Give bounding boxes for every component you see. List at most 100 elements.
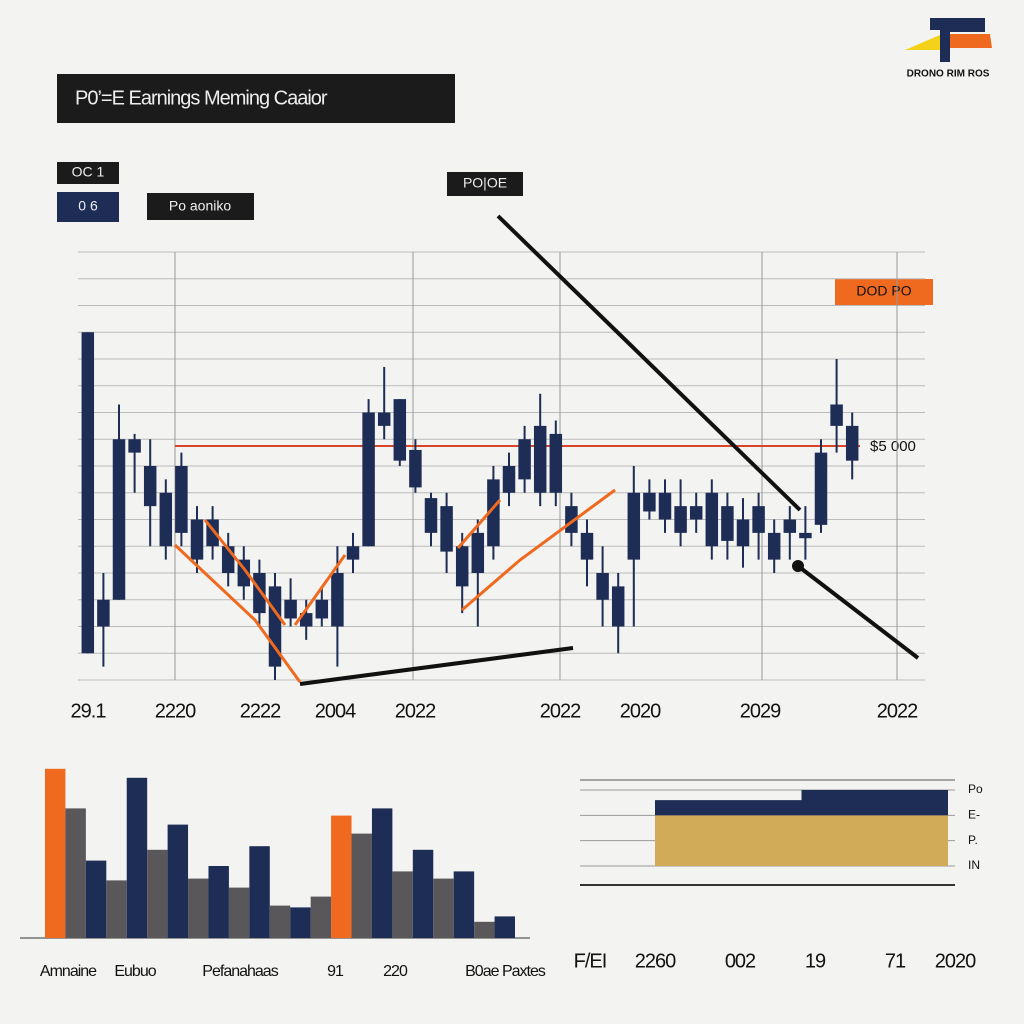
trend-line <box>796 564 920 660</box>
candle-body <box>518 439 531 480</box>
x-tick-label: 2022 <box>540 700 581 722</box>
trend-line <box>293 554 347 626</box>
bar <box>85 860 107 938</box>
bar <box>167 824 189 938</box>
bar <box>188 878 209 938</box>
bar <box>474 921 495 938</box>
y-tick-label: Po <box>968 782 983 796</box>
tag-text: 0 6 <box>78 198 98 214</box>
candle-body <box>783 519 797 533</box>
bar <box>371 808 393 938</box>
x-tick-label: 220 <box>383 963 408 980</box>
candle-body <box>377 412 391 426</box>
x-tick-label: 2022 <box>877 700 918 722</box>
candle-body <box>346 546 360 560</box>
bar <box>494 916 515 938</box>
candle-body <box>315 599 329 619</box>
candle-body <box>81 332 95 654</box>
stack-segment <box>655 800 802 816</box>
candle-body <box>455 546 469 587</box>
tag <box>57 162 119 184</box>
candle-body <box>128 439 141 453</box>
x-tick-label: 2004 <box>315 700 356 722</box>
bar <box>392 871 413 938</box>
candle-body <box>752 506 765 533</box>
bar <box>453 871 475 938</box>
candle-body <box>284 599 297 619</box>
tag <box>447 172 523 196</box>
candle-body <box>487 479 500 547</box>
bar <box>249 846 270 938</box>
tag <box>147 193 254 220</box>
candle-body <box>814 452 828 525</box>
trend-line <box>299 646 574 686</box>
tag-text: PO|OE <box>463 175 507 191</box>
x-tick-label: Eubuo <box>114 963 156 980</box>
logo-shape <box>950 34 992 48</box>
tag <box>835 279 933 305</box>
candle-body <box>658 492 672 520</box>
bar <box>290 907 311 938</box>
bar <box>208 866 229 938</box>
x-tick-label: 002 <box>725 950 756 972</box>
candle-body <box>689 506 703 520</box>
bar <box>310 896 332 938</box>
stack-segment <box>655 815 802 866</box>
bar <box>228 887 250 938</box>
bar <box>412 849 434 938</box>
candle-body <box>721 506 734 541</box>
tag-text: DOD PO <box>856 283 911 299</box>
y-tick-label: E- <box>968 808 980 822</box>
stack-segment <box>801 790 948 816</box>
candle-body <box>299 613 313 627</box>
trend-line <box>461 488 616 612</box>
trend-line <box>456 499 502 549</box>
candle-body <box>471 532 485 573</box>
x-tick-label: Pefanahaas <box>202 963 278 980</box>
tag-text: Po aoniko <box>169 198 231 214</box>
candle-body <box>424 498 438 533</box>
candle-body <box>580 532 594 560</box>
candle-body <box>830 404 843 426</box>
candle-body <box>705 492 719 547</box>
x-tick-label: 2020 <box>620 700 661 722</box>
stack-segment <box>801 815 948 866</box>
trend-line <box>203 519 287 626</box>
candle-body <box>596 573 609 600</box>
candle-body <box>175 466 188 533</box>
x-tick-label: 2029 <box>740 700 781 722</box>
candle-body <box>97 599 110 627</box>
bar <box>433 878 454 938</box>
x-tick-label: 19 <box>805 950 826 972</box>
candle-body <box>409 449 422 488</box>
x-tick-label: 29.1 <box>71 700 107 722</box>
x-tick-label: 2222 <box>240 700 281 722</box>
candle-body <box>767 532 781 560</box>
x-tick-label: Amnaine <box>40 963 97 980</box>
candle-body <box>112 439 126 600</box>
tag <box>57 192 119 222</box>
candle-body <box>533 425 547 493</box>
x-tick-label: B0ae Paxtes <box>465 963 546 980</box>
candle-body <box>736 519 750 547</box>
candle-body <box>549 433 563 493</box>
bar <box>147 849 168 938</box>
bar <box>351 833 372 938</box>
x-tick-label: 2260 <box>635 950 676 972</box>
candle-body <box>143 466 157 507</box>
candle-body <box>362 412 375 547</box>
bar <box>269 905 291 938</box>
title-box <box>57 74 455 123</box>
y-tick-label: P. <box>968 833 978 847</box>
candle-body <box>159 492 173 547</box>
candle-body <box>643 492 656 512</box>
logo-shape <box>905 35 945 50</box>
chart-title: P0’=E Earnings Meming Caaior <box>75 87 328 109</box>
price-label: $5 000 <box>870 438 916 455</box>
x-tick-label: 2022 <box>395 700 436 722</box>
logo-text: DRONO RIM ROS <box>907 69 990 80</box>
logo-shape <box>930 18 985 62</box>
candle-body <box>627 492 641 560</box>
candle-body <box>393 399 407 461</box>
